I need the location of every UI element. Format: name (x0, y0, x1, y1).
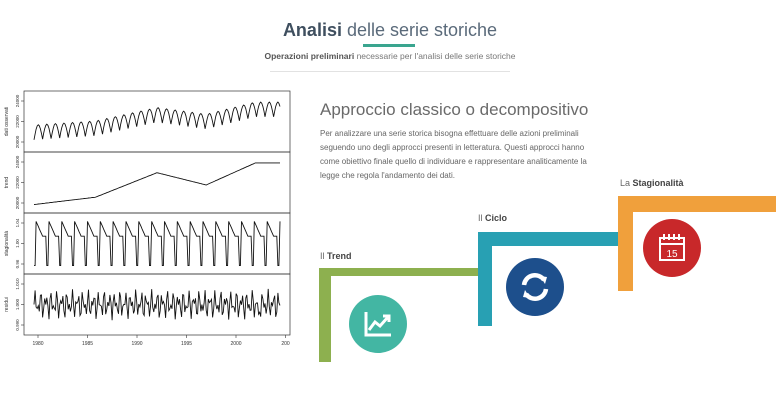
calendar-icon: 15 (643, 219, 701, 277)
page-title-bold: Analisi (282, 20, 342, 40)
xtick-label: 2000 (230, 341, 241, 347)
decomposition-chart: dati osservati 20000 22000 24000 trend 20000 2… (0, 85, 295, 350)
ytick-label: 20000 (15, 135, 20, 148)
series-line (34, 221, 281, 267)
step-stagionalita-bar (618, 196, 776, 291)
ytick-label: 1.00 (15, 239, 20, 248)
page-subtitle: Operazioni preliminari necessarie per l'… (0, 51, 780, 61)
step-ciclo-title: Ciclo (485, 213, 508, 223)
step-trend-label: Il Trend (320, 251, 352, 261)
ytick-label: 24000 (15, 94, 20, 107)
xtick-label: 200 (281, 341, 290, 347)
panel-ylabel: residui (4, 297, 10, 312)
section-description: Per analizzare una serie storica bisogna… (320, 129, 587, 180)
ytick-label: 24000 (15, 155, 20, 168)
series-line (33, 288, 281, 321)
ytick-label: 0.96 (15, 259, 20, 268)
ytick-label: 22000 (15, 176, 20, 189)
step-stagionalita-prefix: La (620, 178, 633, 188)
panel-ylabel: stagionalità (4, 231, 10, 257)
page-subtitle-rest: necessarie per l'analisi delle serie sto… (354, 51, 516, 61)
decomposition-chart-svg: dati osservati 20000 22000 24000 trend 20000 2… (4, 90, 291, 347)
page-title-rest: delle serie storiche (341, 20, 498, 40)
step-ciclo-label: Il Ciclo (478, 213, 507, 223)
trend-chart-icon (349, 295, 407, 353)
ytick-label: 20000 (15, 196, 20, 209)
xtick-label: 1995 (181, 341, 192, 347)
ytick-label: 0.990 (15, 319, 20, 331)
ytick-label: 22000 (15, 115, 20, 128)
xtick-label: 1980 (32, 341, 43, 347)
step-stagionalita-title: Stagionalità (632, 178, 684, 188)
page-subtitle-bold: Operazioni preliminari (264, 51, 355, 61)
step-stagionalita-label: La Stagionalità (620, 178, 684, 188)
step-trend-title: Trend (327, 251, 352, 261)
step-ciclo-bar (478, 232, 618, 326)
ytick-label: 1.010 (15, 278, 20, 290)
panel-ylabel: dati osservati (4, 107, 10, 136)
page-title: Analisi delle serie storiche (0, 20, 780, 41)
page-header: Analisi delle serie storiche Operazioni … (0, 0, 780, 75)
subtitle-divider (270, 71, 510, 72)
series-line (33, 162, 280, 205)
refresh-cycle-icon (506, 258, 564, 316)
ytick-label: 1.04 (15, 218, 20, 227)
calendar-day: 15 (666, 249, 678, 260)
step-trend-prefix: Il (320, 251, 328, 261)
panel-ylabel: trend (4, 177, 10, 189)
xtick-label: 1990 (131, 341, 142, 347)
xtick-label: 1985 (82, 341, 93, 347)
series-line (33, 101, 281, 140)
ytick-label: 1.000 (15, 298, 20, 310)
title-underline (363, 44, 415, 47)
step-ciclo-prefix: Il (478, 213, 486, 223)
section-title: Approccio classico o decompositivo (320, 100, 589, 119)
